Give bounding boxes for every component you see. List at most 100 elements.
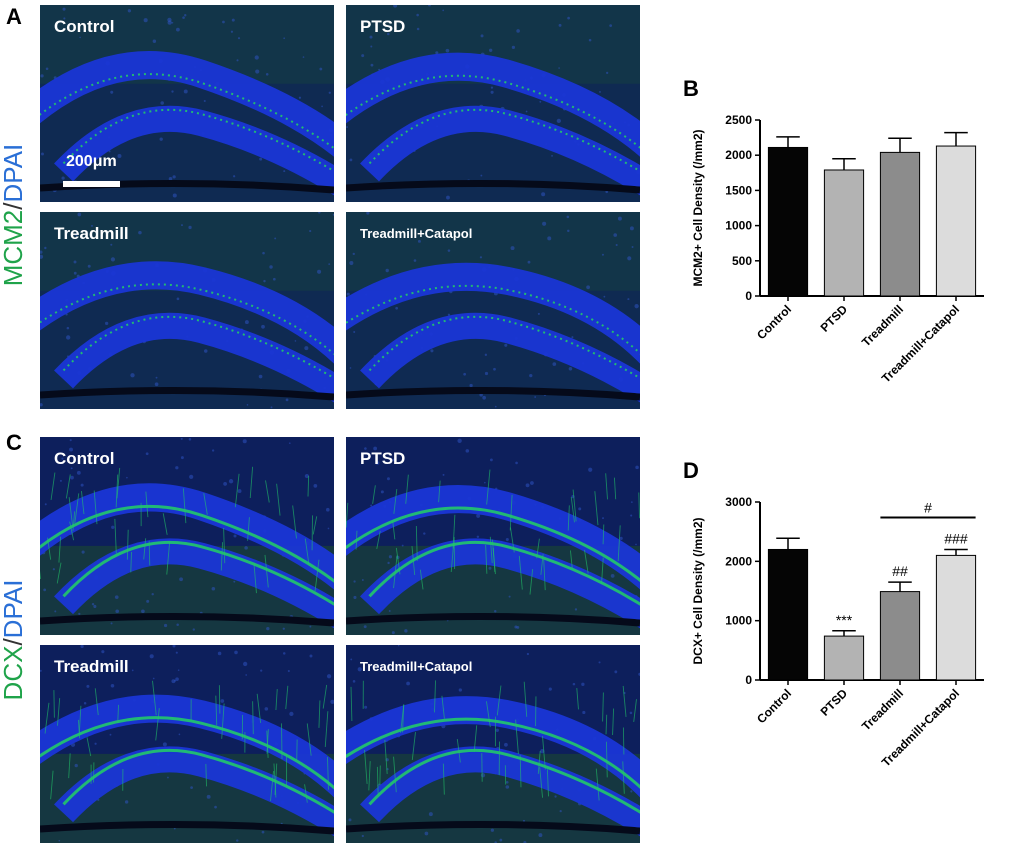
dendrite [438,480,441,503]
cell-speckle [428,812,433,817]
panel-letter-c: C [6,430,22,455]
cell-speckle [617,216,622,221]
cell-speckle [228,479,234,484]
cell-speckle [630,501,633,503]
granule-layer-upper [346,696,640,798]
cell-speckle [386,477,390,481]
dendrite [602,692,604,722]
cell-speckle [294,340,297,342]
bar-control [767,548,809,681]
cell-speckle [463,372,467,376]
dendrite [78,705,82,734]
micrograph-image [40,645,334,843]
micrograph-label: Treadmill+Catapol [360,226,473,241]
granule-layer-lower [54,105,334,196]
cell-speckle [465,449,470,453]
dendrite [529,569,534,595]
cell-speckle [613,233,618,237]
dendrite [292,505,297,539]
cell-speckle [168,177,173,181]
cell-speckle [58,839,61,842]
cell-speckle [416,13,419,17]
cell-speckle [76,470,81,475]
micrograph-c-control: Control [40,437,334,635]
dendrite [304,538,310,566]
cell-speckle [490,86,494,89]
cell-speckle [599,91,601,93]
dendrite [307,475,310,497]
dendrite [94,688,99,716]
dendrite [441,695,445,719]
cell-speckle [266,627,270,631]
cell-speckle [242,439,247,444]
cell-speckle [479,256,483,259]
cell-speckle [480,174,483,177]
marker-cells-upper [40,504,334,583]
cell-speckle [171,679,176,684]
cell-speckle [304,473,309,479]
cell-speckle [413,259,417,262]
micrograph-a-treadmill-catapol: Treadmill+Catapol [346,212,640,409]
cell-speckle [629,711,633,715]
cell-speckle [233,175,236,178]
dapi-stain-text: DPAI [0,579,28,639]
y-axis-label: MCM2+ Cell Density (/mm2) [691,129,705,286]
cell-speckle [353,580,356,583]
dapi-stain-text: DPAI [0,143,28,203]
cell-speckle [101,650,105,654]
cell-speckle [62,7,66,11]
cell-speckle [255,69,260,74]
cell-speckle [265,72,269,76]
micrograph-a-treadmill: Treadmill [40,212,334,409]
panel-letter-d: D [683,458,699,483]
dendrite [372,485,376,504]
dendrite [419,569,424,590]
cell-speckle [567,229,570,233]
cell-speckle [510,246,515,251]
cell-speckle [173,827,176,830]
cell-speckle [346,292,350,296]
bar-ptsd [823,635,865,681]
cell-speckle [52,568,55,571]
cell-speckle [110,90,114,94]
dendrite [74,493,80,524]
cell-speckle [586,285,591,290]
cell-speckle [627,256,632,261]
dendrite [130,551,132,573]
dendrite [304,784,308,803]
cell-speckle [387,561,390,565]
cell-speckle [104,321,109,326]
cell-speckle [364,705,368,709]
cell-speckle [298,96,302,99]
dendrite [606,741,608,778]
cell-speckle [309,229,312,233]
dendrite [570,497,575,523]
dendrite [411,731,416,761]
dendrite [542,735,546,770]
cell-speckle [609,24,613,28]
dendrite [355,530,358,550]
dendrite [576,688,579,710]
cell-speckle [124,800,129,804]
dendrite [265,480,270,503]
dendrite [148,541,151,566]
cell-speckle [542,221,547,226]
significance-marker: ### [944,530,968,546]
dendrite [393,555,398,589]
micrograph-image [40,5,334,202]
cell-speckle [176,297,180,301]
cell-speckle [220,699,225,703]
cell-speckle [264,707,269,711]
significance-marker: *** [836,612,853,628]
cell-speckle [457,438,462,443]
cell-speckle [237,489,242,493]
dendrite [392,520,396,540]
dendrite [234,473,240,508]
cell-speckle [529,374,533,378]
dendrite [595,768,600,801]
micrograph-label: Treadmill [54,657,129,676]
dendrite [519,755,522,788]
cell-speckle [86,684,90,688]
cell-speckle [366,212,370,215]
cell-speckle [330,699,334,704]
